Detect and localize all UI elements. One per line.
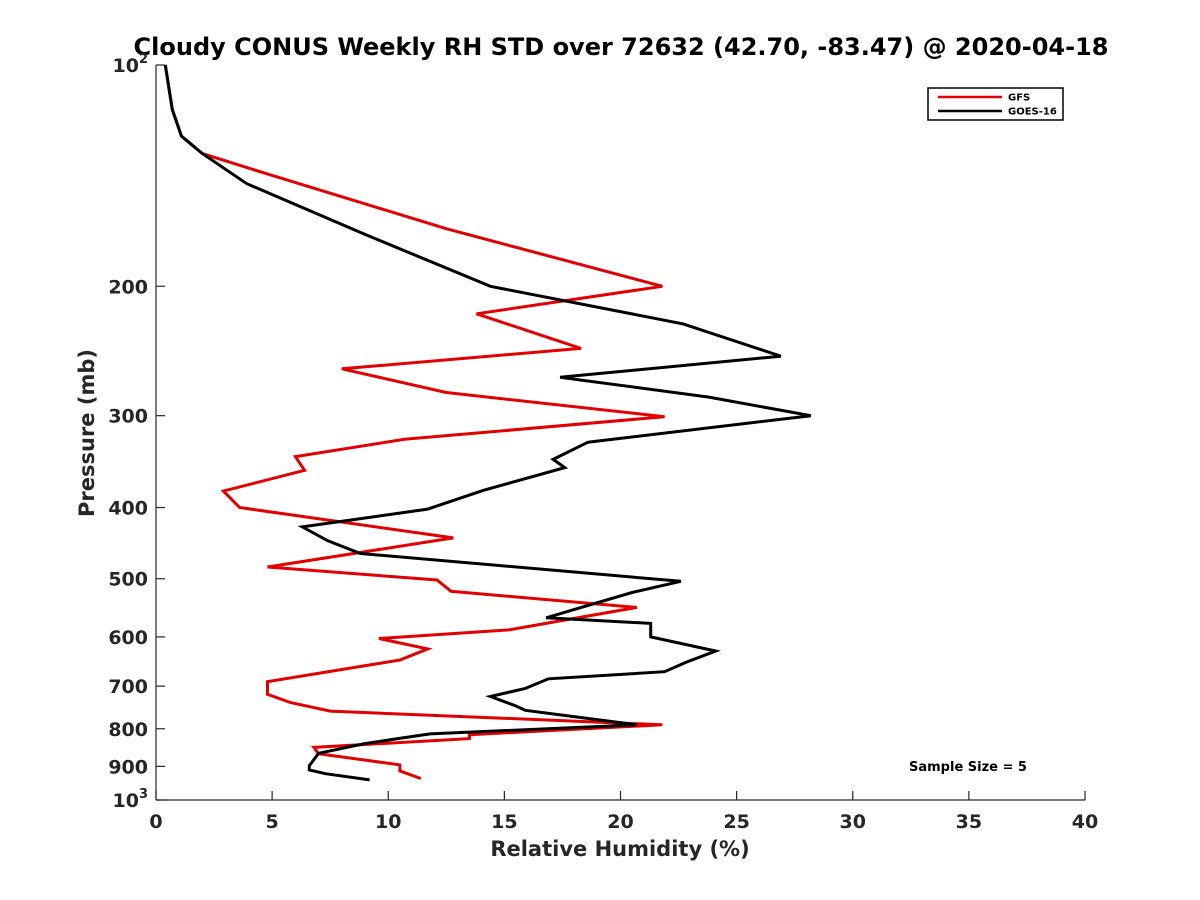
x-tick-label: 40 xyxy=(1072,811,1098,833)
plot-area xyxy=(155,65,1085,801)
series-layer xyxy=(163,64,812,782)
x-tick-label: 10 xyxy=(375,811,401,833)
series-line-gfs xyxy=(163,64,665,780)
x-axis-ticks: 0 5 10 15 20 25 30 35 40 xyxy=(149,791,1098,833)
legend-label-gfs: GFS xyxy=(1008,93,1030,104)
y-axis-ticks: 102 200 300 400 500 600 700 800 900 103 xyxy=(108,52,165,812)
y-tick-label: 103 xyxy=(113,787,149,812)
x-tick-label: 0 xyxy=(149,811,162,833)
x-axis-label: Relative Humidity (%) xyxy=(490,837,749,861)
x-tick-label: 15 xyxy=(491,811,517,833)
y-tick-label: 300 xyxy=(108,406,148,428)
x-tick-label: 25 xyxy=(723,811,749,833)
y-tick-label: 102 xyxy=(113,52,149,77)
legend-label-goes-16: GOES-16 xyxy=(1008,107,1057,118)
x-tick-label: 30 xyxy=(840,811,866,833)
y-tick-label: 800 xyxy=(108,719,148,741)
sample-size-annotation: Sample Size = 5 xyxy=(909,760,1027,775)
y-tick-label: 900 xyxy=(108,756,148,778)
x-tick-label: 20 xyxy=(607,811,633,833)
x-tick-label: 35 xyxy=(956,811,982,833)
y-tick-label: 200 xyxy=(108,276,148,298)
y-tick-label: 400 xyxy=(108,498,148,520)
y-tick-label: 500 xyxy=(108,569,148,591)
y-tick-label: 700 xyxy=(108,676,148,698)
y-tick-label: 600 xyxy=(108,627,148,649)
chart-title: Cloudy CONUS Weekly RH STD over 72632 (4… xyxy=(134,33,1109,61)
legend-box xyxy=(927,87,1064,121)
legend: GFS GOES-16 xyxy=(927,87,1064,121)
y-axis-label: Pressure (mb) xyxy=(75,349,99,517)
x-tick-label: 5 xyxy=(266,811,279,833)
